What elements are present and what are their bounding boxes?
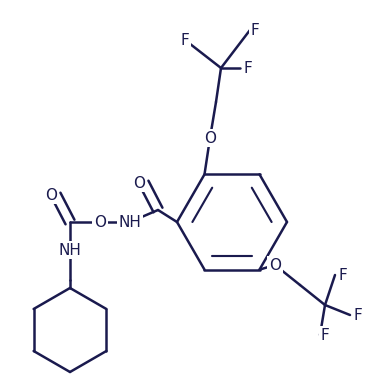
Text: F: F bbox=[320, 327, 329, 343]
Text: F: F bbox=[243, 60, 252, 76]
Text: O: O bbox=[94, 214, 106, 229]
Text: F: F bbox=[354, 307, 362, 323]
Text: O: O bbox=[133, 176, 145, 191]
Text: O: O bbox=[269, 258, 281, 272]
Text: O: O bbox=[204, 131, 216, 145]
Text: NH: NH bbox=[58, 243, 81, 258]
Text: F: F bbox=[339, 267, 347, 283]
Text: O: O bbox=[45, 187, 57, 203]
Text: NH: NH bbox=[119, 214, 142, 229]
Text: F: F bbox=[251, 22, 260, 38]
Text: F: F bbox=[181, 33, 189, 47]
